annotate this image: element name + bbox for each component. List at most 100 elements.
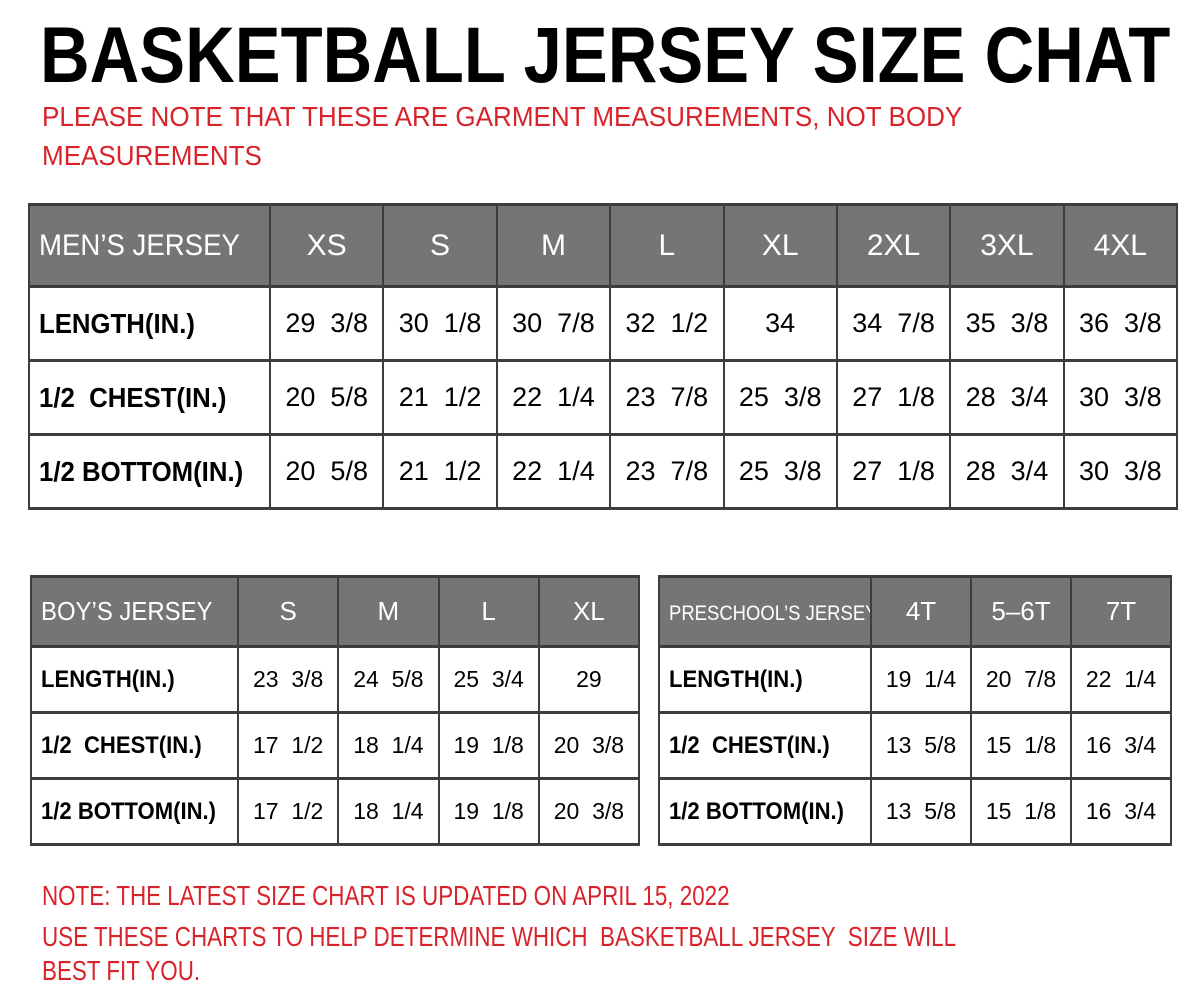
value-cell: 19 1/4 (870, 645, 972, 714)
row-label: LENGTH(IN.) (41, 665, 175, 693)
value-cell: 19 1/8 (437, 711, 540, 780)
cell-value: 25 3/8 (738, 382, 822, 412)
row-label-cell: 1/2 CHEST(IN.) (30, 711, 239, 780)
cell-value: 20 5/8 (285, 382, 368, 412)
row-label: 1/2 BOTTOM(IN.) (41, 797, 217, 825)
measurement-row: LENGTH(IN.) 23 3/8 24 5/8 25 3/4 29 (30, 645, 641, 714)
size-column-header: 4XL (1062, 203, 1179, 288)
mens-table-title-cell: MEN’S JERSEY (28, 203, 271, 288)
cell-value: 25 3/8 (738, 456, 822, 486)
preschool-header-row: PRESCHOOL’S JERSEY 4T 5–6T 7T (658, 575, 1172, 648)
size-column-header: XL (537, 575, 641, 648)
value-cell: 35 3/8 (949, 285, 1065, 362)
row-label: 1/2 CHEST(IN.) (669, 731, 830, 759)
row-label-cell: 1/2 CHEST(IN.) (28, 359, 271, 436)
size-label: XS (306, 228, 347, 262)
value-cell: 16 3/4 (1070, 711, 1172, 780)
size-column-header: S (236, 575, 340, 648)
value-cell: 22 1/4 (495, 359, 612, 436)
boys-jersey-size-table: BOY’S JERSEY S M L XL LENGTH(IN.) 23 3/8 24 5/8… (30, 575, 641, 846)
size-label: S (279, 596, 297, 626)
value-cell: 13 5/8 (870, 711, 972, 780)
row-label-cell: 1/2 BOTTOM(IN.) (28, 433, 271, 510)
size-column-header: L (609, 203, 725, 288)
size-label: 4T (905, 596, 937, 626)
size-label: 7T (1105, 596, 1137, 626)
value-cell: 34 7/8 (835, 285, 952, 362)
cell-value: 30 1/8 (398, 308, 482, 338)
value-cell: 13 5/8 (870, 777, 972, 846)
cell-value: 27 1/8 (852, 456, 935, 486)
cell-value: 23 3/8 (252, 666, 324, 692)
measurement-row: 1/2 BOTTOM(IN.) 17 1/2 18 1/4 19 1/8 20 3/8 (30, 777, 641, 846)
cell-value: 15 1/8 (985, 798, 1057, 824)
cell-value: 16 3/4 (1085, 732, 1157, 758)
cell-value: 27 1/8 (852, 382, 935, 412)
cell-value: 34 (765, 308, 796, 338)
row-label: 1/2 BOTTOM(IN.) (669, 797, 845, 825)
value-cell: 19 1/8 (437, 777, 540, 846)
cell-value: 28 3/4 (965, 382, 1049, 412)
cell-value: 30 7/8 (512, 308, 595, 338)
size-column-header: 5–6T (970, 575, 1072, 648)
page-title: BASKETBALL JERSEY SIZE CHAT (40, 10, 1171, 99)
value-cell: 27 1/8 (835, 433, 952, 510)
value-cell: 25 3/4 (437, 645, 540, 714)
value-cell: 29 3/8 (268, 285, 385, 362)
value-cell: 22 1/4 (1070, 645, 1172, 714)
size-column-header: 2XL (835, 203, 952, 288)
value-cell: 20 3/8 (537, 711, 641, 780)
row-label: 1/2 CHEST(IN.) (39, 381, 227, 413)
cell-value: 24 5/8 (353, 666, 424, 692)
size-column-header: M (337, 575, 440, 648)
cell-value: 13 5/8 (885, 732, 957, 758)
size-label: M (540, 228, 566, 262)
cell-value: 30 3/8 (1079, 456, 1162, 486)
usage-note: USE THESE CHARTS TO HELP DETERMINE WHICH… (42, 921, 962, 986)
value-cell: 23 3/8 (236, 645, 340, 714)
mens-header-row: MEN’S JERSEY XS S M L XL 2XL 3XL 4XL (28, 203, 1179, 288)
table-title: MEN’S JERSEY (39, 228, 240, 262)
row-label: LENGTH(IN.) (39, 307, 195, 339)
value-cell: 18 1/4 (337, 777, 440, 846)
table-title: BOY’S JERSEY (41, 596, 213, 626)
value-cell: 15 1/8 (970, 711, 1072, 780)
cell-value: 18 1/4 (353, 732, 424, 758)
value-cell: 34 (722, 285, 838, 362)
value-cell: 30 3/8 (1062, 359, 1179, 436)
value-cell: 32 1/2 (609, 285, 725, 362)
table-title: PRESCHOOL’S JERSEY (669, 602, 871, 625)
size-column-header: XS (268, 203, 385, 288)
value-cell: 30 1/8 (382, 285, 498, 362)
garment-measurements-note: PLEASE NOTE THAT THESE ARE GARMENT MEASU… (42, 101, 963, 171)
cell-value: 19 1/8 (453, 798, 524, 824)
size-column-header: XL (722, 203, 838, 288)
boys-header-row: BOY’S JERSEY S M L XL (30, 575, 641, 648)
cell-value: 20 3/8 (553, 798, 625, 824)
row-label-cell: 1/2 CHEST(IN.) (658, 711, 872, 780)
cell-value: 30 3/8 (1079, 382, 1162, 412)
cell-value: 15 1/8 (985, 732, 1057, 758)
value-cell: 23 7/8 (609, 433, 725, 510)
row-label-cell: 1/2 BOTTOM(IN.) (658, 777, 872, 846)
cell-value: 35 3/8 (965, 308, 1049, 338)
measurement-row: 1/2 CHEST(IN.) 17 1/2 18 1/4 19 1/8 20 3/8 (30, 711, 641, 780)
cell-value: 36 3/8 (1079, 308, 1162, 338)
size-label: L (658, 228, 676, 262)
value-cell: 24 5/8 (337, 645, 440, 714)
mens-jersey-size-table: MEN’S JERSEY XS S M L XL 2XL 3XL 4XL LENGTH(IN.) 2… (28, 203, 1179, 510)
value-cell: 16 3/4 (1070, 777, 1172, 846)
value-cell: 25 3/8 (722, 433, 838, 510)
cell-value: 16 3/4 (1085, 798, 1157, 824)
value-cell: 29 (537, 645, 641, 714)
size-label: XL (761, 228, 799, 262)
update-date-note: NOTE: THE LATEST SIZE CHART IS UPDATED O… (42, 880, 730, 911)
size-label: 3XL (980, 228, 1034, 262)
cell-value: 32 1/2 (625, 308, 709, 338)
value-cell: 23 7/8 (609, 359, 725, 436)
value-cell: 21 1/2 (382, 433, 498, 510)
cell-value: 19 1/8 (453, 732, 524, 758)
cell-value: 22 1/4 (1085, 666, 1157, 692)
cell-value: 17 1/2 (252, 798, 324, 824)
cell-value: 17 1/2 (252, 732, 324, 758)
